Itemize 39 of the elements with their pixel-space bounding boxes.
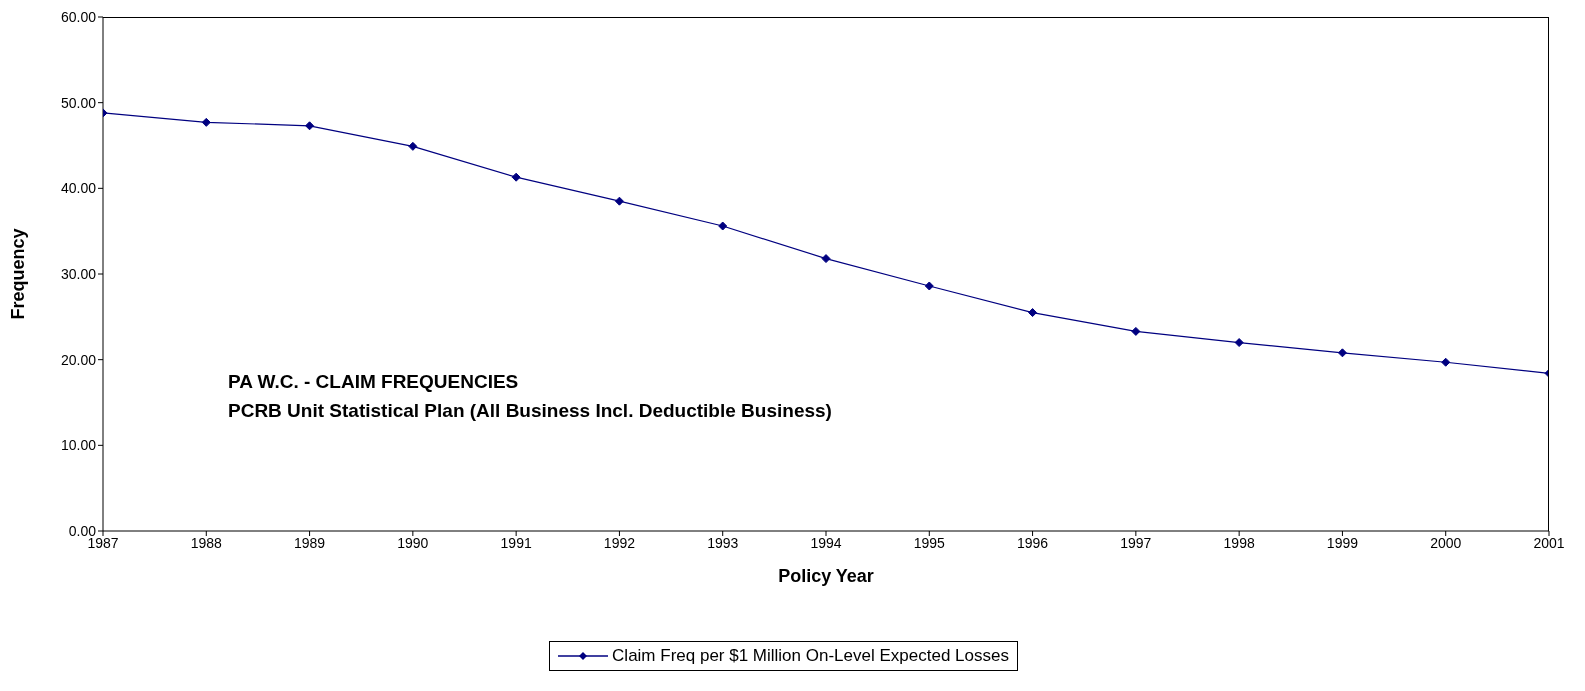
y-tick-label: 10.00 [60, 437, 97, 454]
y-tick-label: 50.00 [60, 94, 97, 111]
x-tick-label: 2001 [1533, 534, 1565, 551]
point [408, 141, 418, 151]
legend-label: Claim Freq per $1 Million On-Level Expected Losses [611, 646, 1009, 666]
point [1337, 348, 1347, 358]
x-tick-label: 1999 [1326, 534, 1359, 551]
text: PCRB Unit Statistical Plan (All Business Incl. Deductible Business) [228, 398, 832, 423]
y-tick-label: 0.00 [68, 522, 97, 539]
x-tick-label: 1990 [397, 534, 429, 551]
x-tick-label: 1993 [707, 534, 739, 551]
x-axis-title: Policy Year [778, 565, 874, 586]
x-tick-label: 1989 [293, 534, 326, 551]
point [821, 254, 831, 264]
x-tick-label: 1995 [913, 534, 946, 551]
point [1028, 308, 1038, 318]
x-tick-label: 1991 [500, 534, 532, 551]
x-tick-label: 1997 [1120, 534, 1152, 551]
text: PA W.C. - CLAIM FREQUENCIES [228, 369, 520, 394]
point [305, 121, 315, 131]
point [718, 221, 728, 231]
y-tick-label: 60.00 [60, 8, 97, 25]
y-tick-label: 20.00 [60, 351, 97, 368]
x-tick-label: 1996 [1016, 534, 1049, 551]
x-tick-label: 1988 [190, 534, 223, 551]
point [1234, 338, 1244, 348]
x-tick-label: 1994 [810, 534, 842, 551]
point [201, 117, 211, 127]
y-axis-title: Frequency [8, 228, 29, 320]
point [924, 281, 934, 291]
x-tick-label: 1998 [1223, 534, 1255, 551]
point [1131, 326, 1141, 336]
point [1441, 357, 1451, 367]
y-tick-label: 40.00 [60, 180, 97, 197]
point [511, 172, 521, 182]
x-tick-label: 1992 [603, 534, 636, 551]
y-tick-label: 30.00 [60, 265, 97, 282]
point [614, 196, 624, 206]
x-tick-label: 2000 [1430, 534, 1462, 551]
